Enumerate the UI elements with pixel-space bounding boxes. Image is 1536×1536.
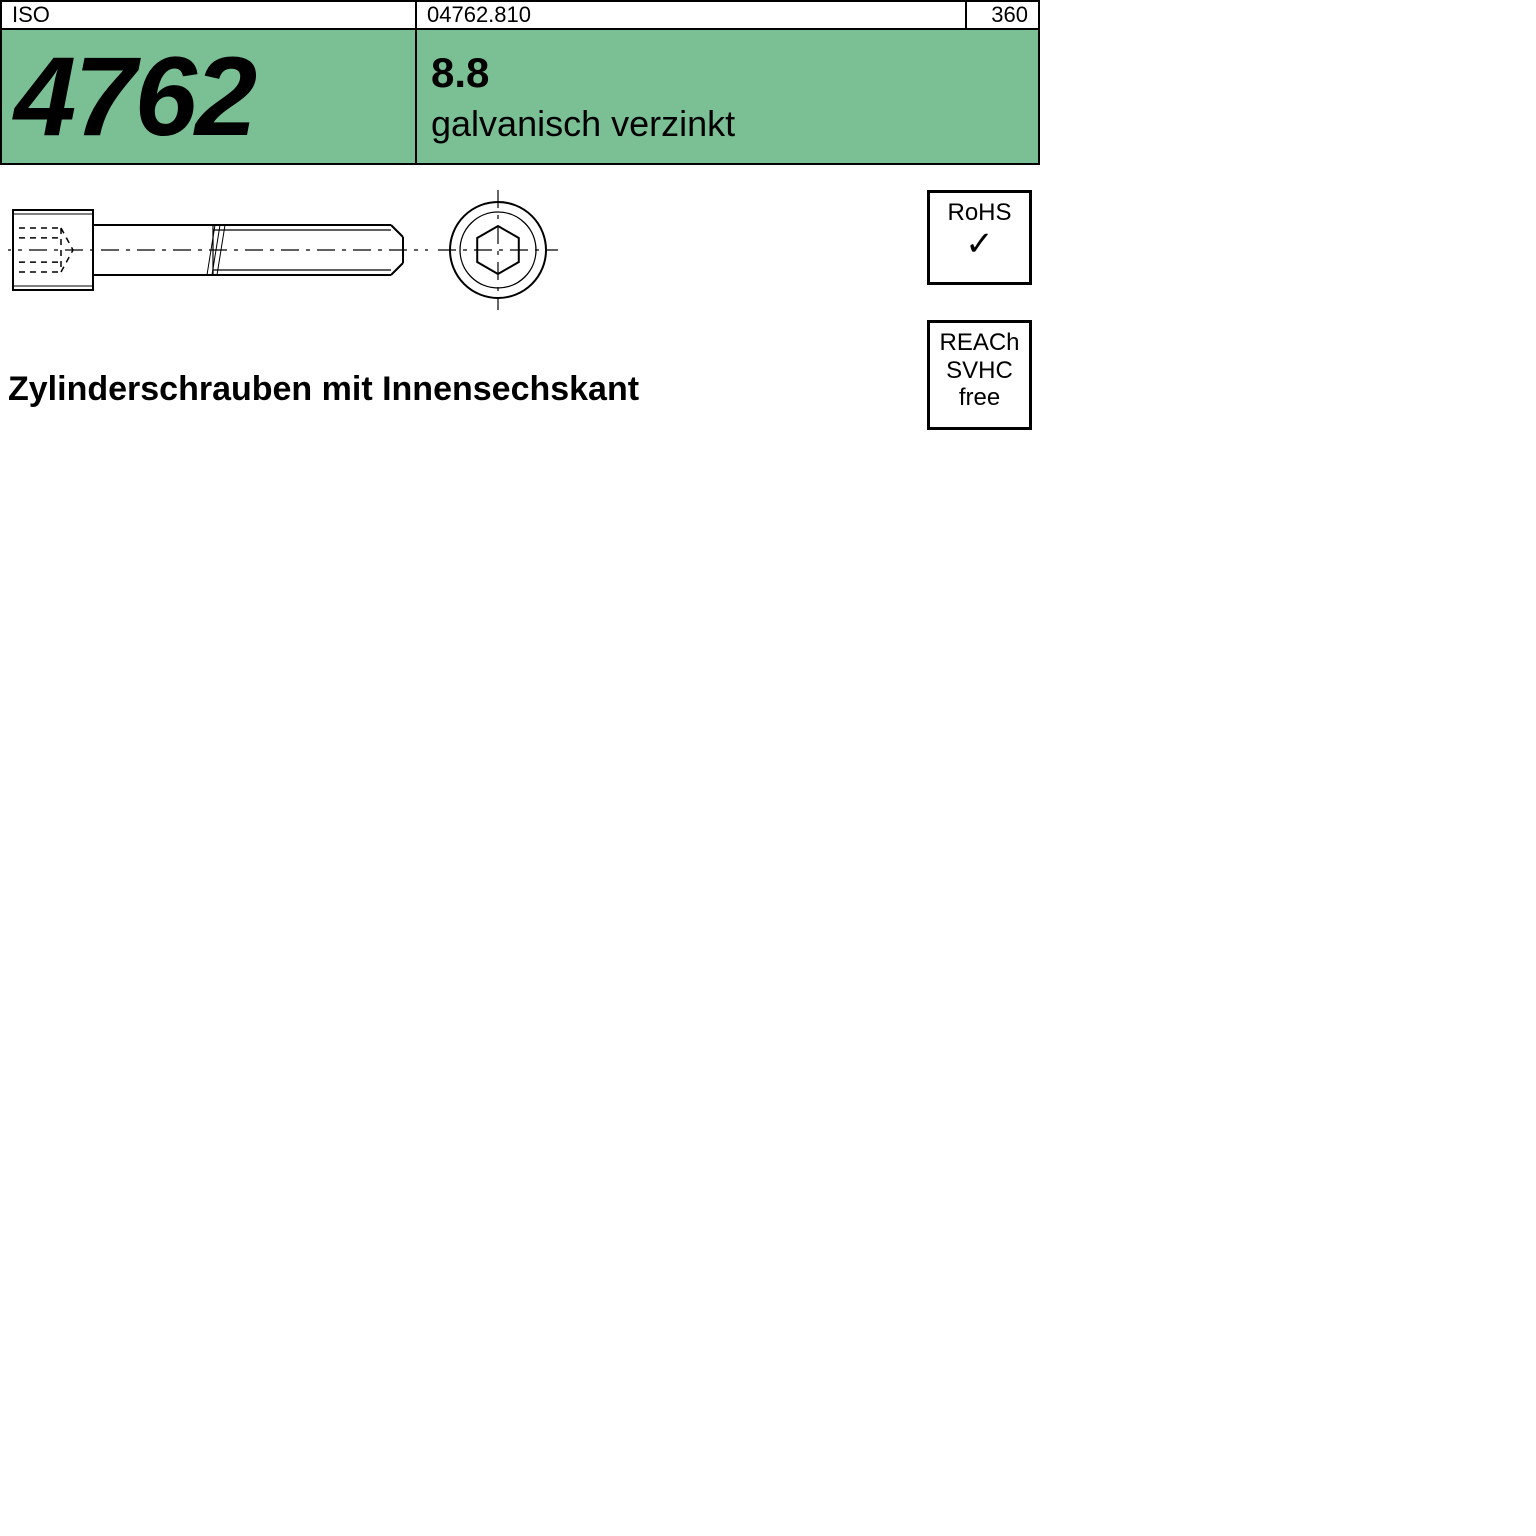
header-row: ISO 04762.810 360 <box>0 0 1040 30</box>
reach-line1: REACh <box>932 329 1027 357</box>
check-icon: ✓ <box>932 227 1027 261</box>
strength-grade: 8.8 <box>431 49 1038 97</box>
description-text: Zylinderschrauben mit Innensechskant <box>8 370 639 409</box>
rohs-label: RoHS <box>932 199 1027 227</box>
reach-badge: REACh SVHC free <box>927 320 1032 430</box>
reach-line2: SVHC <box>932 357 1027 385</box>
iso-cell: ISO <box>0 0 415 30</box>
material-cell: 8.8 galvanisch verzinkt <box>415 30 1040 165</box>
page-value: 360 <box>991 2 1028 28</box>
technical-drawing <box>8 190 578 310</box>
spec-card: ISO 04762.810 360 4762 8.8 galvanisch ve… <box>0 0 1040 1040</box>
banner-row: 4762 8.8 galvanisch verzinkt <box>0 30 1040 165</box>
iso-label: ISO <box>12 2 50 28</box>
code-cell: 04762.810 <box>415 0 965 30</box>
code-value: 04762.810 <box>427 2 531 28</box>
finish-text: galvanisch verzinkt <box>431 103 1038 145</box>
standard-number: 4762 <box>14 41 255 153</box>
standard-cell: 4762 <box>0 30 415 165</box>
page-cell: 360 <box>965 0 1040 30</box>
reach-line3: free <box>932 384 1027 412</box>
rohs-badge: RoHS ✓ <box>927 190 1032 285</box>
